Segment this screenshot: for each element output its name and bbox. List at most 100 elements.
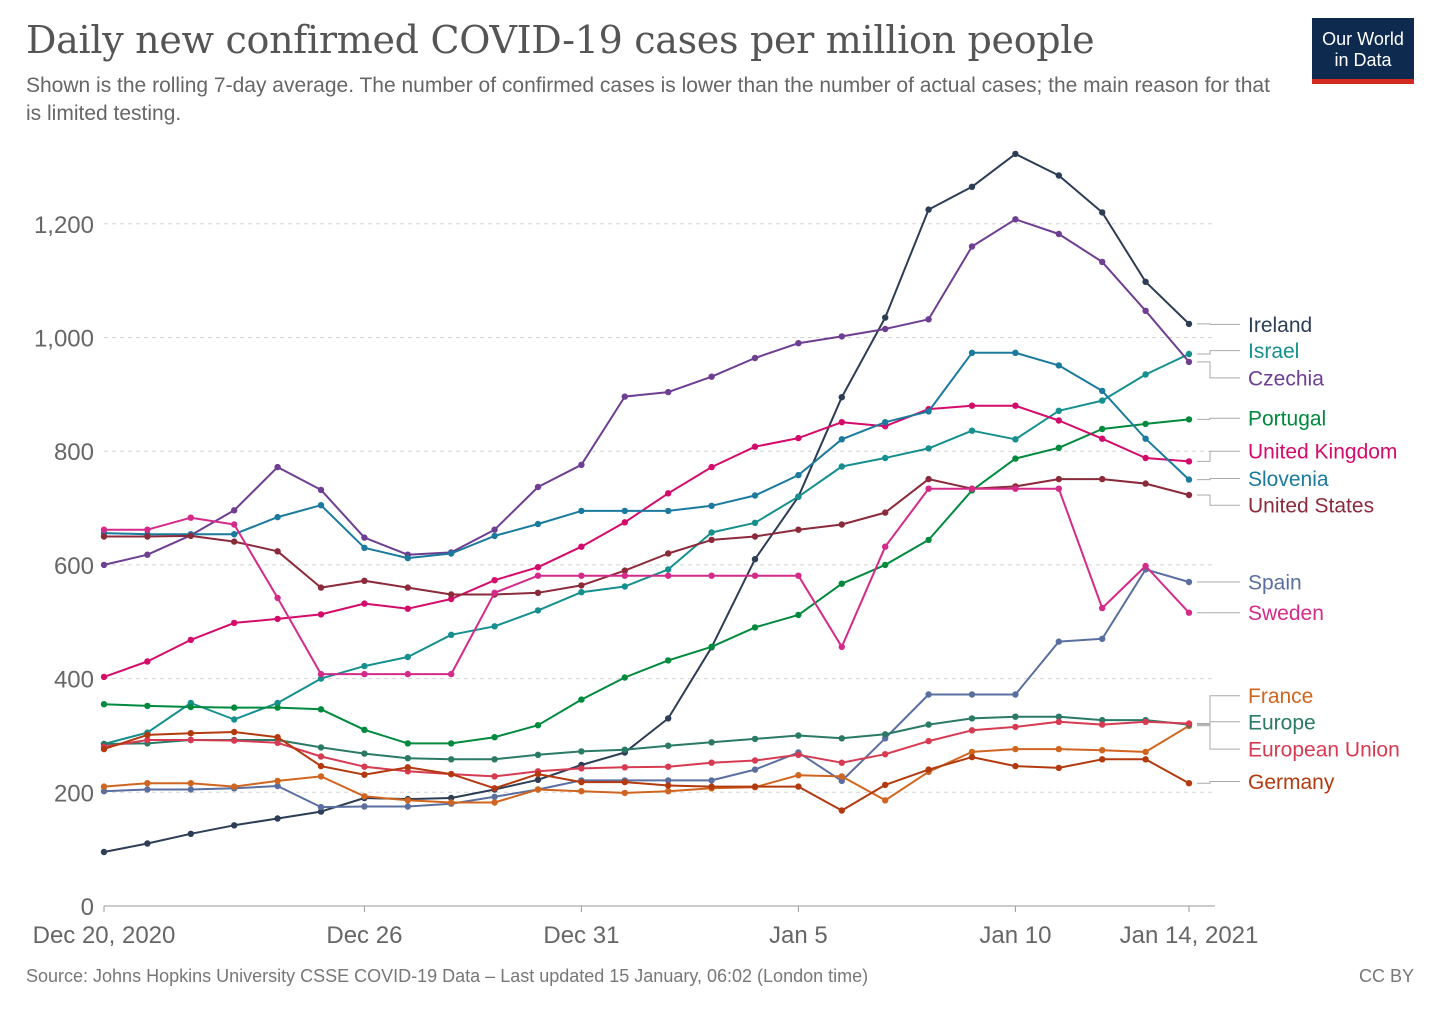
legend-label-czechia: Czechia xyxy=(1248,367,1324,390)
data-point xyxy=(100,788,108,795)
y-tick-label: 400 xyxy=(54,667,94,694)
data-point xyxy=(882,751,889,758)
data-point xyxy=(621,519,628,526)
data-point xyxy=(187,636,194,644)
series-germany xyxy=(100,728,1193,814)
series-line-israel xyxy=(103,353,1190,745)
data-point xyxy=(404,764,411,771)
data-point xyxy=(621,778,628,786)
data-point xyxy=(968,183,976,190)
data-point xyxy=(100,783,108,790)
legend-connector xyxy=(1197,450,1240,462)
data-point xyxy=(968,748,976,756)
data-point xyxy=(621,764,628,771)
series-united-kingdom xyxy=(100,402,1193,681)
data-point xyxy=(621,507,628,515)
legend-connector xyxy=(1197,494,1240,506)
data-point xyxy=(231,783,238,790)
data-point xyxy=(882,543,889,550)
legend-connector xyxy=(1197,350,1240,355)
data-point xyxy=(795,751,802,758)
data-point xyxy=(968,753,976,761)
legend-connector xyxy=(1197,478,1240,481)
data-point xyxy=(795,772,802,779)
data-point xyxy=(1099,387,1106,395)
data-point xyxy=(882,325,889,333)
data-point xyxy=(751,354,759,362)
data-point xyxy=(968,485,976,492)
data-point xyxy=(317,753,325,760)
data-point xyxy=(838,521,845,528)
data-point xyxy=(144,786,151,793)
y-tick-label: 600 xyxy=(54,553,94,580)
data-point xyxy=(925,316,932,323)
data-point xyxy=(882,419,889,426)
data-point xyxy=(404,584,411,591)
x-tick-label: Jan 14, 2021 xyxy=(1120,922,1259,949)
legend-label-france: France xyxy=(1248,685,1313,708)
data-point xyxy=(1055,172,1063,179)
data-point xyxy=(100,561,108,569)
data-point xyxy=(795,434,802,442)
data-point xyxy=(1055,475,1063,483)
data-point xyxy=(665,388,672,396)
data-point xyxy=(925,408,932,415)
data-point xyxy=(838,463,845,470)
legend-connector xyxy=(1197,417,1240,420)
data-point xyxy=(1142,420,1149,428)
data-point xyxy=(795,783,802,790)
data-point xyxy=(665,763,672,770)
data-point xyxy=(187,830,194,837)
data-point xyxy=(1185,780,1193,787)
data-point xyxy=(534,786,542,793)
series-line-europe xyxy=(103,715,1190,761)
data-point xyxy=(968,402,976,409)
data-point xyxy=(578,461,585,468)
data-point xyxy=(317,773,325,780)
data-point xyxy=(317,808,325,815)
data-point xyxy=(274,594,281,602)
x-axis: Dec 20, 2020 Dec 26 Dec 31 Jan 5 Jan 10 Jan 1… xyxy=(33,906,1259,949)
data-point xyxy=(1055,718,1063,725)
owid-logo[interactable]: Our World in Data xyxy=(1312,18,1414,84)
license-link[interactable]: CC BY xyxy=(1358,966,1414,986)
data-point xyxy=(317,803,325,811)
data-point xyxy=(534,770,542,778)
data-point xyxy=(491,526,498,533)
data-point xyxy=(968,243,976,250)
data-point xyxy=(578,788,585,795)
data-point xyxy=(751,624,759,631)
data-point xyxy=(665,572,672,579)
data-point xyxy=(838,333,845,340)
data-point xyxy=(751,492,759,499)
data-point xyxy=(317,706,325,713)
data-point xyxy=(448,670,455,678)
data-point xyxy=(1142,562,1149,570)
data-point xyxy=(274,463,281,471)
data-point xyxy=(708,463,715,471)
data-point xyxy=(144,551,151,558)
x-tick-label: Jan 10 xyxy=(979,922,1051,949)
data-point xyxy=(361,803,368,810)
data-point xyxy=(795,526,802,533)
data-point xyxy=(1142,748,1149,756)
series-lines xyxy=(100,150,1193,856)
x-tick-label: Dec 31 xyxy=(543,922,619,949)
data-point xyxy=(882,454,889,462)
data-point xyxy=(708,529,715,536)
legend-label-united-kingdom: United Kingdom xyxy=(1248,441,1397,464)
data-point xyxy=(1099,475,1106,483)
series-line-european-union xyxy=(103,720,1190,778)
data-point xyxy=(1142,718,1149,725)
data-point xyxy=(448,550,455,557)
data-point xyxy=(1012,691,1019,698)
data-point xyxy=(187,532,194,540)
data-point xyxy=(317,675,325,682)
legend-label-ireland: Ireland xyxy=(1248,314,1312,337)
data-point xyxy=(838,807,845,814)
data-point xyxy=(100,673,108,681)
data-point xyxy=(708,536,715,544)
data-point xyxy=(448,591,455,598)
data-point xyxy=(274,777,281,785)
data-point xyxy=(1055,417,1063,424)
